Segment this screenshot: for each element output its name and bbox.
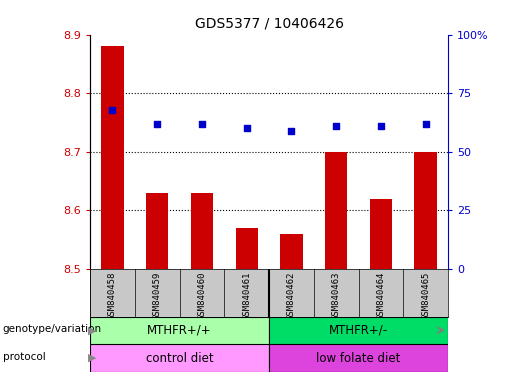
- Bar: [90, 317, 269, 344]
- Bar: [280, 234, 303, 269]
- Point: [153, 121, 161, 127]
- Text: GSM840459: GSM840459: [153, 271, 162, 319]
- Point: [243, 125, 251, 131]
- Point: [108, 106, 116, 113]
- Bar: [90, 344, 269, 372]
- Bar: [235, 228, 258, 269]
- Bar: [269, 344, 448, 372]
- Bar: [415, 152, 437, 269]
- Text: GSM840460: GSM840460: [197, 271, 207, 319]
- Text: MTHFR+/-: MTHFR+/-: [329, 324, 388, 337]
- Bar: [325, 152, 348, 269]
- Text: GSM840465: GSM840465: [421, 271, 430, 319]
- Text: GSM840458: GSM840458: [108, 271, 117, 319]
- Bar: [370, 199, 392, 269]
- Text: protocol: protocol: [3, 352, 45, 362]
- Text: GSM840461: GSM840461: [242, 271, 251, 319]
- Text: GSM840462: GSM840462: [287, 271, 296, 319]
- Point: [377, 123, 385, 129]
- Point: [287, 127, 296, 134]
- Bar: [191, 193, 213, 269]
- Text: MTHFR+/+: MTHFR+/+: [147, 324, 212, 337]
- Bar: [269, 317, 448, 344]
- Text: GSM840464: GSM840464: [376, 271, 385, 319]
- Text: control diet: control diet: [146, 352, 213, 364]
- Text: low folate diet: low folate diet: [316, 352, 401, 364]
- Text: ▶: ▶: [88, 353, 96, 363]
- Bar: [101, 46, 124, 269]
- Bar: [146, 193, 168, 269]
- Title: GDS5377 / 10406426: GDS5377 / 10406426: [195, 17, 344, 31]
- Point: [332, 123, 340, 129]
- Text: genotype/variation: genotype/variation: [3, 324, 101, 334]
- Text: ▶: ▶: [88, 325, 96, 335]
- Point: [422, 121, 430, 127]
- Text: GSM840463: GSM840463: [332, 271, 341, 319]
- Point: [198, 121, 206, 127]
